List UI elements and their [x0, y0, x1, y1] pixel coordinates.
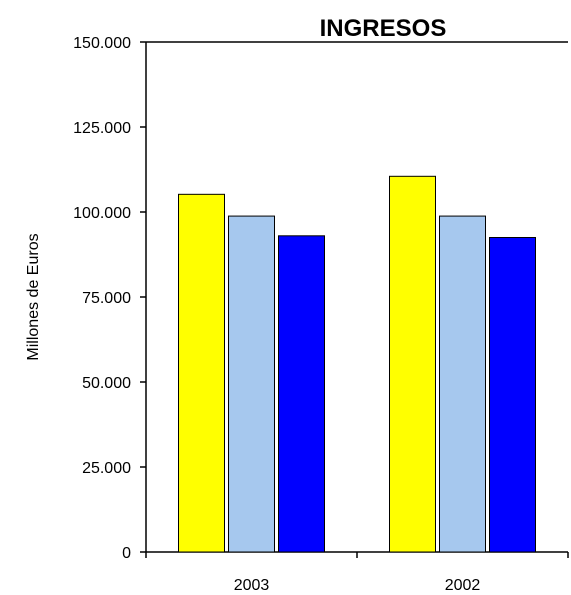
- bar-2003-series-2: [228, 215, 275, 553]
- y-tick-label: 75.000: [82, 290, 131, 307]
- bar-2003-series-3: [278, 235, 325, 553]
- plot-area: 0 25.000 50.000 75.000 100.000 125.000 150.000…: [73, 35, 569, 594]
- y-tick-label: 100.000: [73, 205, 131, 222]
- x-category-label: 2002: [445, 577, 481, 594]
- y-tick-label: 150.000: [73, 35, 131, 52]
- bar-2002-series-1: [389, 175, 436, 553]
- y-tick-label: 25.000: [82, 460, 131, 477]
- bar-2002-series-2: [439, 215, 486, 553]
- chart-title: INGRESOS: [320, 15, 447, 42]
- bar-2003-series-1: [178, 193, 225, 553]
- bar-2002-series-3: [489, 237, 536, 553]
- y-tick-label: 0: [122, 545, 131, 562]
- y-axis-title: Millones de Euros: [25, 233, 42, 360]
- x-category-label: 2003: [234, 577, 270, 594]
- y-tick-label: 50.000: [82, 375, 131, 392]
- y-tick-label: 125.000: [73, 120, 131, 137]
